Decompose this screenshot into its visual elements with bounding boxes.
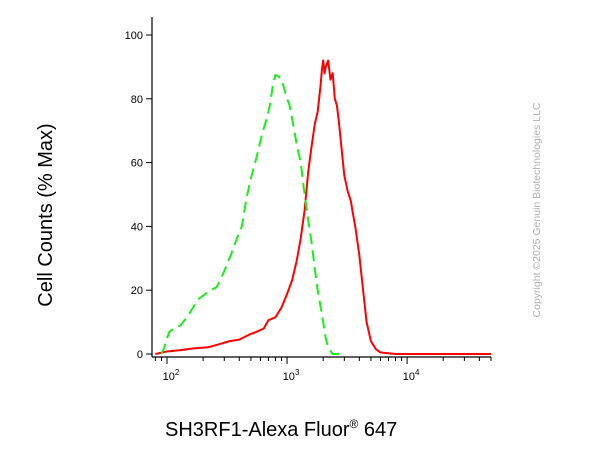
control-histogram-line	[160, 73, 341, 355]
x-tick-label: 102	[163, 368, 180, 383]
x-axis-title-main: SH3RF1-Alexa Fluor	[165, 419, 350, 441]
y-tick-label: 80	[131, 94, 143, 106]
x-axis-title-registered-mark: ®	[350, 417, 359, 431]
y-tick-label: 0	[137, 349, 143, 361]
x-axis-ticks: 102 103 104	[154, 357, 492, 383]
y-axis-ticks: 0 20 40 60 80 100	[125, 30, 152, 361]
y-tick-label: 60	[131, 158, 143, 170]
y-axis-title: Cell Counts (% Max)	[35, 123, 57, 306]
y-tick-label: 100	[125, 30, 143, 42]
sample-histogram-line	[155, 59, 491, 355]
plot-frame	[151, 17, 491, 358]
y-tick-label: 20	[131, 285, 143, 297]
y-tick-label: 40	[131, 221, 143, 233]
x-axis-title-suffix: 647	[358, 419, 397, 441]
x-tick-label: 104	[403, 368, 420, 383]
copyright-watermark: Copyright ©2025 Genuin Biotechnologies L…	[531, 102, 543, 317]
x-tick-label: 103	[283, 368, 300, 383]
series-layer	[155, 59, 491, 355]
x-axis-title: SH3RF1-Alexa Fluor® 647	[165, 417, 397, 441]
